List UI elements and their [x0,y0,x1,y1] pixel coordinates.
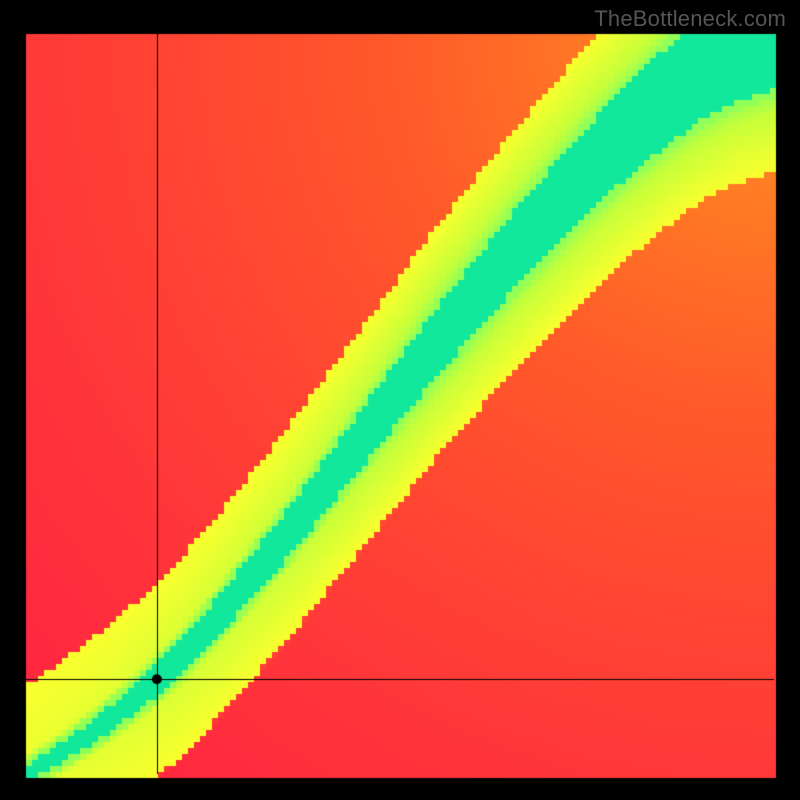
source-watermark: TheBottleneck.com [594,6,786,32]
heatmap-canvas [0,0,800,800]
chart-container: TheBottleneck.com [0,0,800,800]
